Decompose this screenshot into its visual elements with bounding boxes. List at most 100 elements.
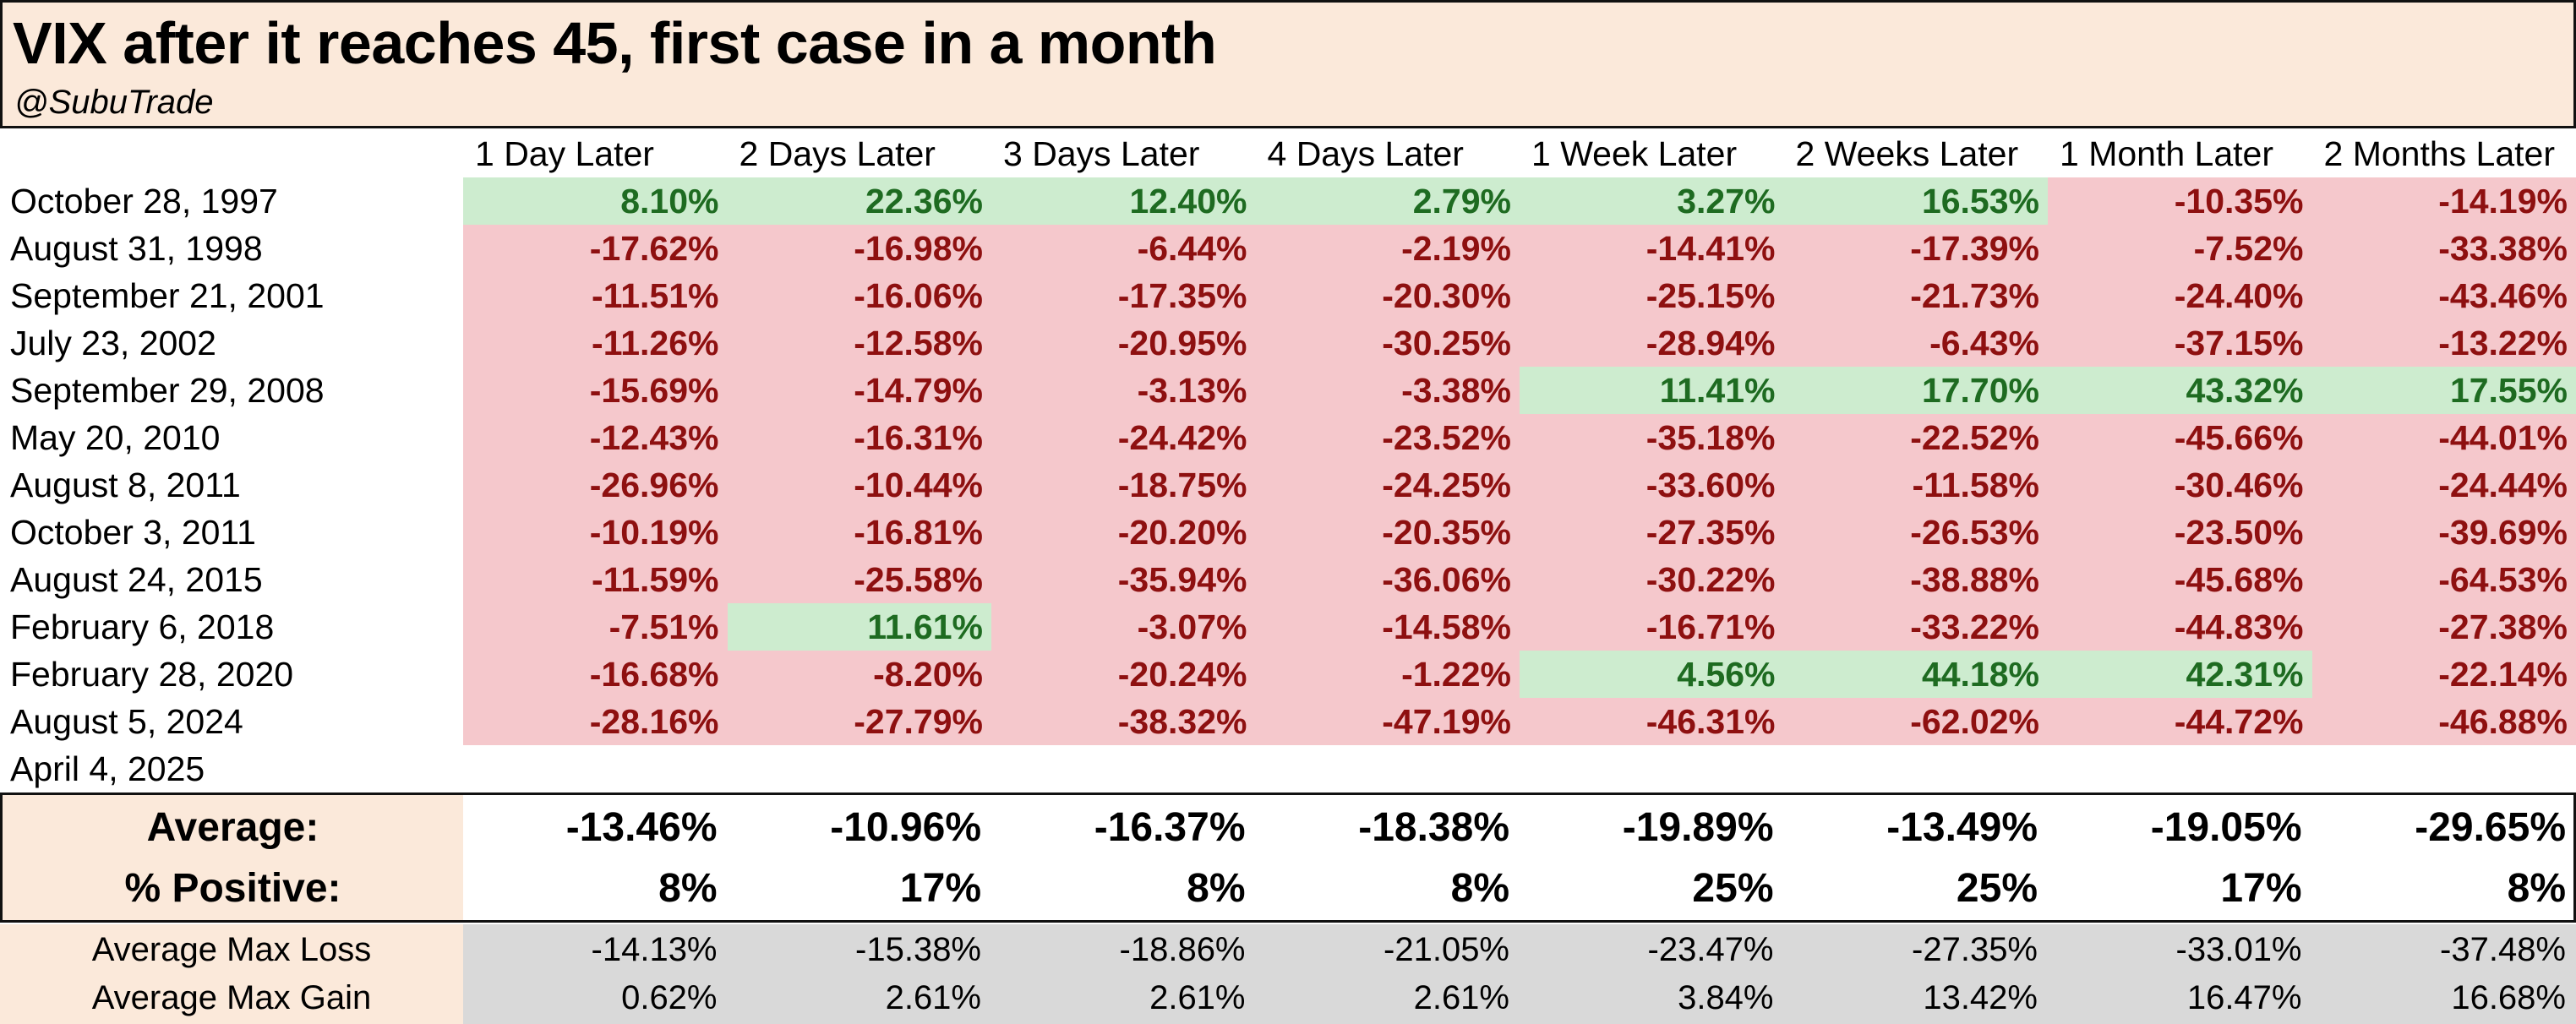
table-cell: -30.22% xyxy=(1520,556,1784,603)
extras-value: 16.47% xyxy=(2186,979,2302,1016)
table-cell: -14.19% xyxy=(2311,177,2576,225)
row-label: August 8, 2011 xyxy=(10,466,241,504)
table-cell: 11.61% xyxy=(727,603,991,651)
summary-value: 8% xyxy=(658,866,718,911)
table-cell: -45.68% xyxy=(2048,556,2312,603)
table-cell: 8.10% xyxy=(463,177,728,225)
table-cell: -46.88% xyxy=(2311,698,2576,745)
table-cell: -20.20% xyxy=(991,509,1256,556)
table-cell: -24.44% xyxy=(2311,461,2576,509)
row-label: May 20, 2010 xyxy=(10,418,221,457)
table-cell: 17.55% xyxy=(2311,367,2576,414)
table-cell: -22.52% xyxy=(1783,414,2048,461)
row-label: August 31, 1998 xyxy=(10,229,263,268)
row-label: August 24, 2015 xyxy=(10,560,263,599)
table-cell: -3.13% xyxy=(991,367,1256,414)
table-cell: -8.20% xyxy=(727,651,991,698)
table-cell: -35.18% xyxy=(1520,414,1784,461)
extras-label: Average Max Loss xyxy=(91,931,372,968)
column-header: 2 Days Later xyxy=(739,134,936,173)
table-cell: -7.52% xyxy=(2048,225,2312,272)
column-header: 1 Month Later xyxy=(2060,134,2273,173)
table-cell: -6.43% xyxy=(1783,319,2048,367)
summary-value: -10.96% xyxy=(830,805,981,850)
title-banner: VIX after it reaches 45, first case in a… xyxy=(0,0,2576,128)
table-cell: -62.02% xyxy=(1783,698,2048,745)
table-cell: -20.95% xyxy=(991,319,1256,367)
summary-value: -29.65% xyxy=(2415,805,2566,850)
extras-value: 2.61% xyxy=(1149,979,1246,1016)
table-cell: -26.96% xyxy=(463,461,728,509)
table-cell: -16.68% xyxy=(463,651,728,698)
summary-label: % Positive: xyxy=(124,866,341,911)
table-cell: 42.31% xyxy=(2048,651,2312,698)
table-cell: -10.19% xyxy=(463,509,728,556)
table-cell: -3.07% xyxy=(991,603,1256,651)
table-cell: -24.42% xyxy=(991,414,1256,461)
table-cell: -11.59% xyxy=(463,556,728,603)
table-cell: -27.38% xyxy=(2311,603,2576,651)
summary-value: 25% xyxy=(1692,866,1774,911)
table-cell: -3.38% xyxy=(1255,367,1520,414)
table-cell: -20.24% xyxy=(991,651,1256,698)
table-cell: -43.46% xyxy=(2311,272,2576,319)
table-cell: -24.40% xyxy=(2048,272,2312,319)
extras-value: 2.61% xyxy=(885,979,981,1016)
table-cell: -30.46% xyxy=(2048,461,2312,509)
row-label: July 23, 2002 xyxy=(10,324,216,362)
extras-value: -18.86% xyxy=(1119,931,1246,968)
table-cell: -47.19% xyxy=(1255,698,1520,745)
extras-value: 2.61% xyxy=(1413,979,1509,1016)
table-cell: -16.06% xyxy=(727,272,991,319)
summary-value: -19.05% xyxy=(2150,805,2302,850)
table-cell: -33.60% xyxy=(1520,461,1784,509)
summary-value: 8% xyxy=(2507,866,2566,911)
summary-value: -16.37% xyxy=(1094,805,1246,850)
extras-value: -33.01% xyxy=(2175,931,2302,968)
table-cell: -18.75% xyxy=(991,461,1256,509)
summary-value: -13.49% xyxy=(1886,805,2038,850)
column-header: 4 Days Later xyxy=(1267,134,1464,173)
extras-value: -15.38% xyxy=(855,931,981,968)
row-label: February 28, 2020 xyxy=(10,655,294,694)
table-cell: 44.18% xyxy=(1783,651,2048,698)
row-label: September 29, 2008 xyxy=(10,371,325,410)
summary-value: 8% xyxy=(1450,866,1509,911)
table-cell: -17.39% xyxy=(1783,225,2048,272)
row-label: October 3, 2011 xyxy=(10,513,256,552)
table-cell: -13.22% xyxy=(2311,319,2576,367)
row-label: September 21, 2001 xyxy=(10,276,325,315)
table-cell: -14.58% xyxy=(1255,603,1520,651)
table-cell: -11.26% xyxy=(463,319,728,367)
row-label: August 5, 2024 xyxy=(10,702,243,741)
column-header: 2 Months Later xyxy=(2323,134,2556,173)
table-cell: -17.35% xyxy=(991,272,1256,319)
extras-value: 3.84% xyxy=(1678,979,1774,1016)
table-cell: 17.70% xyxy=(1783,367,2048,414)
table-cell: -44.01% xyxy=(2311,414,2576,461)
table-cell: -1.22% xyxy=(1255,651,1520,698)
table-cell: -16.31% xyxy=(727,414,991,461)
extras-value: -37.48% xyxy=(2440,931,2566,968)
summary-value: -18.38% xyxy=(1358,805,1509,850)
extras-label: Average Max Gain xyxy=(91,979,372,1016)
table-cell: -27.35% xyxy=(1520,509,1784,556)
summary-value: -19.89% xyxy=(1622,805,1774,850)
extras-value: 0.62% xyxy=(621,979,718,1016)
summary-value: 8% xyxy=(1187,866,1246,911)
table-cell: -38.32% xyxy=(991,698,1256,745)
table-cell: -36.06% xyxy=(1255,556,1520,603)
table-cell: -14.41% xyxy=(1520,225,1784,272)
table-cell: 16.53% xyxy=(1783,177,2048,225)
column-header: 3 Days Later xyxy=(1003,134,1200,173)
table-cell: -24.25% xyxy=(1255,461,1520,509)
table-cell: -22.14% xyxy=(2311,651,2576,698)
table-cell: -25.15% xyxy=(1520,272,1784,319)
table-cell: -39.69% xyxy=(2311,509,2576,556)
table-cell: -16.81% xyxy=(727,509,991,556)
summary-label-background xyxy=(3,795,463,920)
column-header: 1 Week Later xyxy=(1531,134,1738,173)
table-cell: -12.58% xyxy=(727,319,991,367)
table-cell: -64.53% xyxy=(2311,556,2576,603)
summary-value: 25% xyxy=(1956,866,2038,911)
